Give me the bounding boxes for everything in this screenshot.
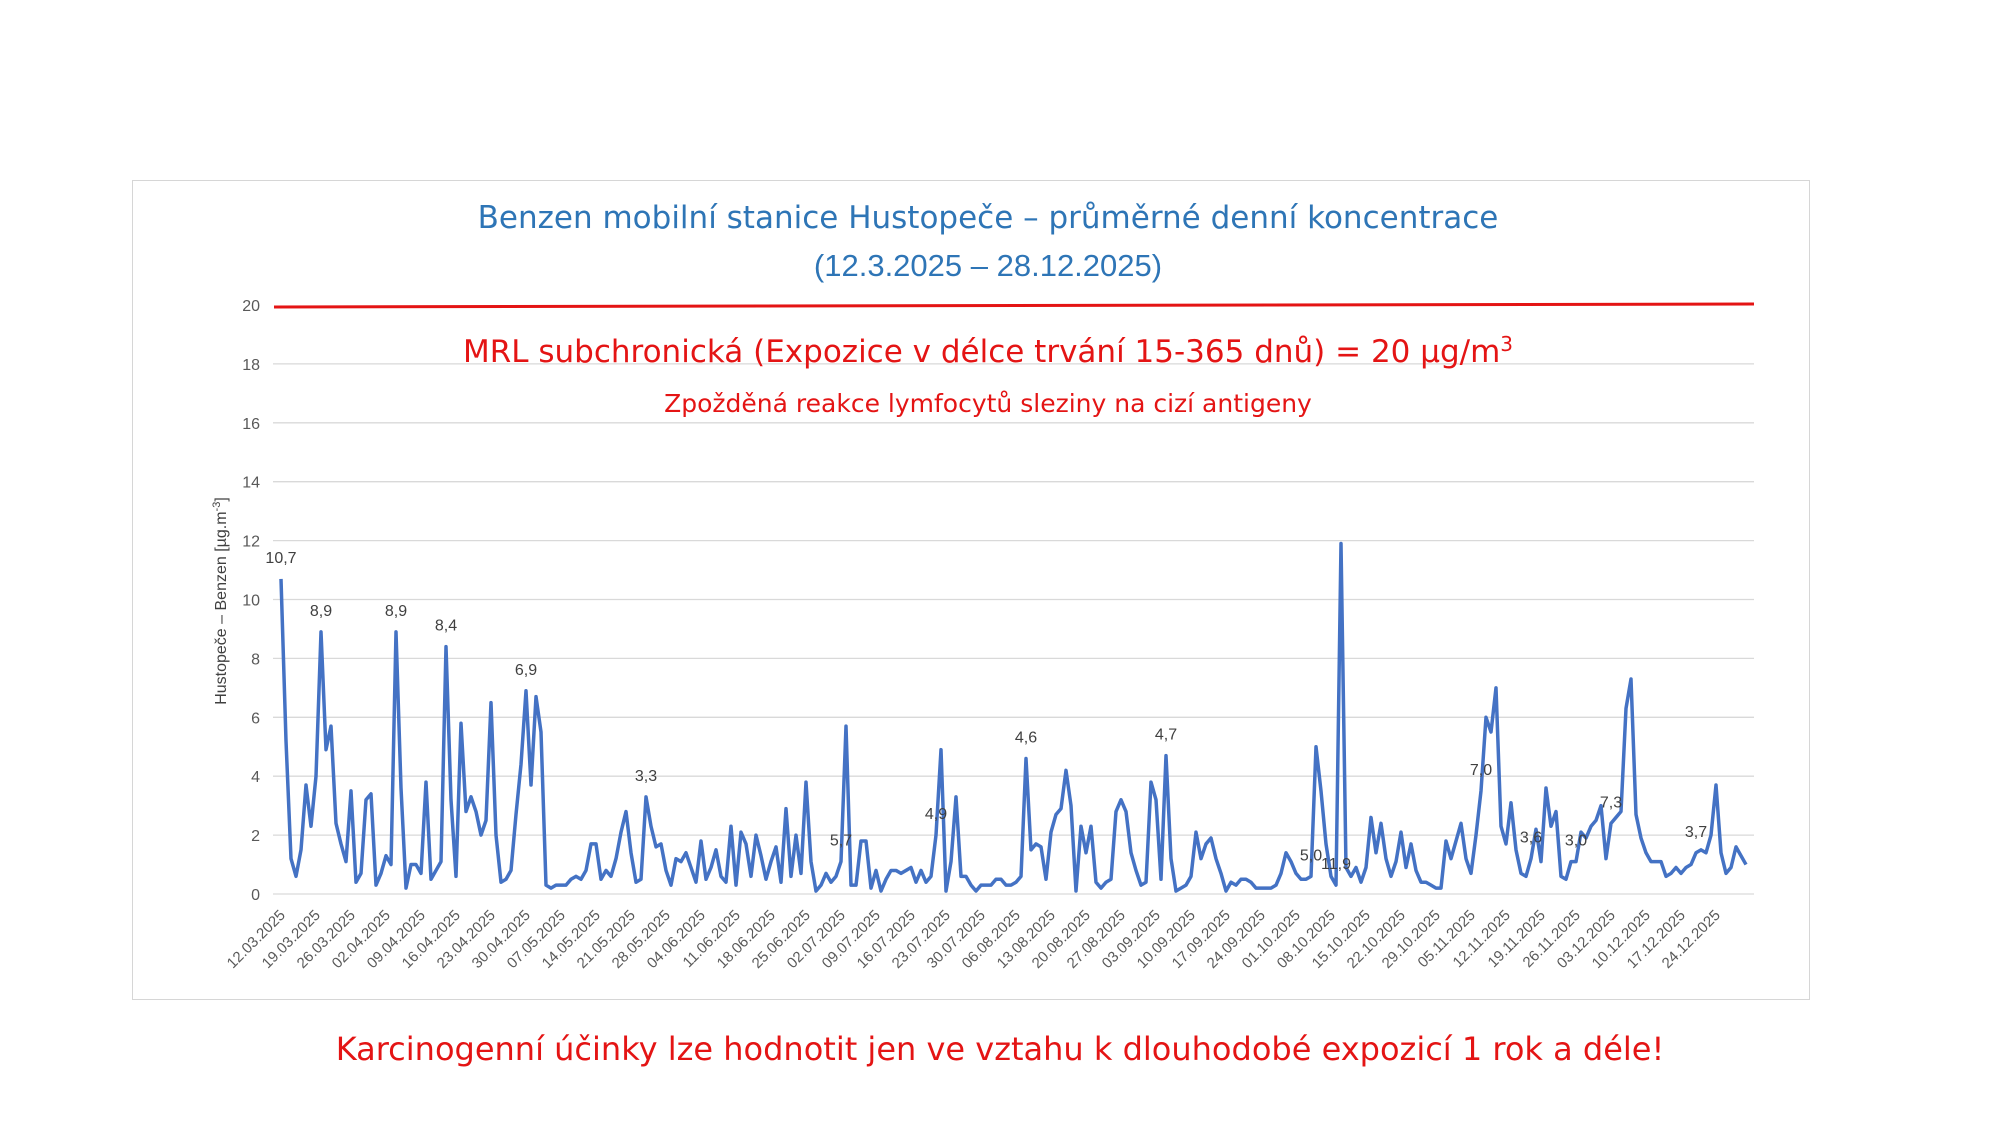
data-label: 3,7 xyxy=(1685,824,1707,841)
y-tick-label: 12 xyxy=(242,534,260,551)
data-label: 3,3 xyxy=(635,768,657,785)
y-tick-label: 10 xyxy=(242,593,260,610)
y-tick-label: 0 xyxy=(251,887,260,904)
chart-subtitle: (12.3.2025 – 28.12.2025) xyxy=(814,248,1162,283)
benzene-line-chart: 0 2 4 6 8 10 12 14 16 18 20 12.03.202519.03.202526… xyxy=(211,200,1755,972)
data-label: 4,7 xyxy=(1155,727,1177,744)
y-axis-label: Hustopeče – Benzen [µg.m-3] xyxy=(211,497,230,705)
data-label: 6,9 xyxy=(515,662,537,679)
data-label: 5,0 xyxy=(1300,847,1322,864)
data-label: 11,9 xyxy=(1321,856,1351,873)
data-label: 7,3 xyxy=(1600,794,1622,811)
data-label: 8,4 xyxy=(435,618,457,635)
y-tick-label: 4 xyxy=(251,769,260,786)
mrl-subannotation: Zpožděná reakce lymfocytů sleziny na ciz… xyxy=(664,389,1312,418)
data-label: 8,9 xyxy=(310,603,332,620)
data-label: 3,6 xyxy=(1520,830,1542,847)
chart-title: Benzen mobilní stanice Hustopeče – průmě… xyxy=(478,200,1499,236)
y-tick-label: 18 xyxy=(242,357,260,374)
data-label: 8,9 xyxy=(385,603,407,620)
y-tick-label: 16 xyxy=(242,416,260,433)
mrl-reference-line xyxy=(273,302,1755,309)
y-tick-label: 14 xyxy=(242,475,260,492)
data-label: 3,0 xyxy=(1565,833,1587,850)
chart-frame: 0 2 4 6 8 10 12 14 16 18 20 12.03.2025 19.03.2025 26… xyxy=(132,180,1810,1000)
data-labels: 10,7 8,9 8,9 8,4 6,9 3,3 5,7 4,9 4,6 4,7 5,011,9 7,… xyxy=(265,550,1707,873)
y-tick-label: 20 xyxy=(242,298,260,315)
y-tick-label: 2 xyxy=(251,828,260,845)
data-label: 4,9 xyxy=(925,806,947,823)
data-label: 7,0 xyxy=(1470,762,1492,779)
y-tick-label: 8 xyxy=(251,651,260,668)
x-axis-ticks: 12.03.202519.03.202526.03.202502.04.2025… xyxy=(224,907,1724,972)
footer-note: Karcinogenní účinky lze hodnotit jen ve … xyxy=(335,1030,1665,1068)
y-tick-label: 6 xyxy=(251,710,260,727)
data-label: 4,6 xyxy=(1015,730,1037,747)
series-line-benzene xyxy=(279,541,1748,893)
y-axis-ticks: 0 2 4 6 8 10 12 14 16 18 20 xyxy=(242,298,260,904)
data-label: 5,7 xyxy=(830,833,852,850)
data-label: 10,7 xyxy=(265,550,296,567)
mrl-annotation: MRL subchronická (Expozice v délce trván… xyxy=(463,332,1513,370)
